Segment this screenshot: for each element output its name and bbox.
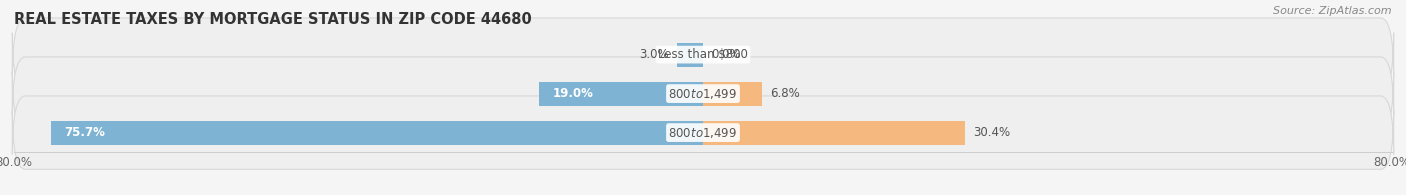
Text: 19.0%: 19.0% (553, 87, 593, 100)
Bar (703, 121, 965, 145)
Text: 0.0%: 0.0% (711, 48, 741, 61)
Text: REAL ESTATE TAXES BY MORTGAGE STATUS IN ZIP CODE 44680: REAL ESTATE TAXES BY MORTGAGE STATUS IN … (14, 12, 531, 27)
Text: 30.4%: 30.4% (973, 126, 1011, 139)
Bar (678, 43, 703, 67)
Text: Source: ZipAtlas.com: Source: ZipAtlas.com (1274, 6, 1392, 16)
Bar (703, 82, 762, 106)
Text: Less than $800: Less than $800 (658, 48, 748, 61)
Bar (51, 121, 703, 145)
Text: 75.7%: 75.7% (65, 126, 105, 139)
Text: $800 to $1,499: $800 to $1,499 (668, 126, 738, 140)
FancyBboxPatch shape (13, 96, 1393, 169)
Bar (540, 82, 703, 106)
Text: 6.8%: 6.8% (770, 87, 800, 100)
FancyBboxPatch shape (13, 18, 1393, 91)
Legend: Without Mortgage, With Mortgage: Without Mortgage, With Mortgage (575, 192, 831, 195)
Text: 3.0%: 3.0% (638, 48, 669, 61)
FancyBboxPatch shape (13, 57, 1393, 130)
Text: $800 to $1,499: $800 to $1,499 (668, 87, 738, 101)
